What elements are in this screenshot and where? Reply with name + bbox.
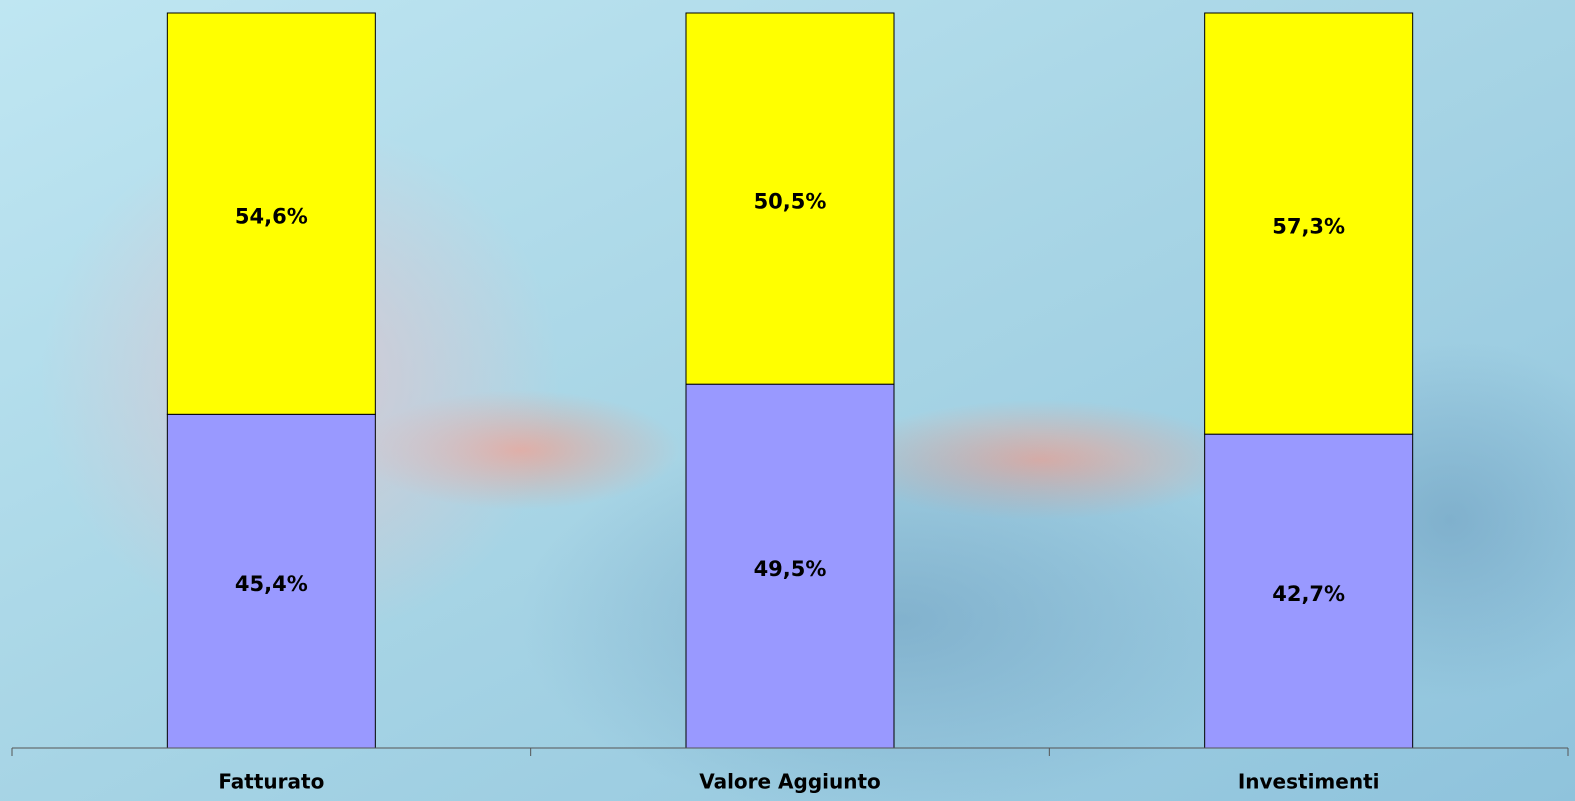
x-tick-label: Valore Aggiunto [699, 770, 881, 794]
x-tick-label: Fatturato [218, 770, 324, 794]
bar-segment [1204, 433, 1414, 749]
bar-segment [166, 12, 376, 415]
data-label: 50,5% [754, 190, 827, 214]
bar-segment [166, 413, 376, 749]
data-label: 42,7% [1272, 582, 1345, 606]
data-label: 49,5% [754, 557, 827, 581]
data-label: 45,4% [235, 572, 308, 596]
data-label: 57,3% [1272, 215, 1345, 239]
bar-segment [685, 383, 895, 749]
bar-segment [1204, 12, 1414, 435]
x-tick-label: Investimenti [1238, 770, 1380, 794]
data-label: 54,6% [235, 205, 308, 229]
bar-segment [685, 12, 895, 385]
